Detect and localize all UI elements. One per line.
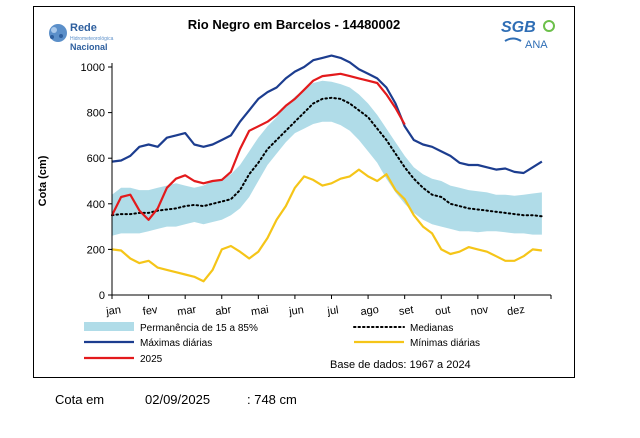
logo-ana-text: ANA: [525, 39, 548, 51]
x-tick-label: out: [434, 304, 451, 318]
wave-icon: [504, 37, 522, 42]
chart-canvas: Rio Negro em Barcelos - 14480002 Cota (cm…: [37, 17, 552, 371]
x-tick-label: set: [398, 304, 414, 318]
series-line-2025: [111, 72, 406, 221]
x-tick-label: mai: [250, 304, 269, 318]
chart-frame: Rede Hidrometeorológica Nacional SGB ANA…: [33, 6, 575, 378]
series-line-maximas: [111, 54, 543, 175]
x-tick-label: nov: [470, 304, 490, 318]
logo-rede-sub: Hidrometeorológica: [70, 36, 114, 42]
legend-label-medianas: Medianas: [410, 323, 453, 334]
footer-date: 02/09/2025: [145, 392, 211, 407]
y-tick-label: 200: [87, 244, 105, 256]
logo-rede-sub2: Nacional: [70, 42, 108, 52]
x-tick-label: abr: [215, 304, 233, 318]
rede-hidrometeorologica-logo: Rede Hidrometeorológica Nacional: [49, 22, 114, 52]
x-tick-label: fev: [142, 304, 159, 318]
legend-swatch-permanencia: [84, 322, 134, 331]
footer-value: : 748 cm: [247, 392, 297, 407]
y-tick-label: 800: [87, 108, 105, 120]
sgb-ana-logo: SGB ANA: [501, 19, 555, 51]
legend-label-2025: 2025: [140, 354, 163, 365]
y-tick-label: 1000: [81, 62, 105, 74]
water-drop-icon: [49, 24, 67, 42]
y-tick-label: 0: [99, 290, 105, 302]
series-band-permanencia: [112, 80, 542, 236]
x-tick-label: dez: [506, 304, 525, 318]
series-line-minimas: [111, 168, 543, 283]
footer-label: Cota em: [55, 392, 105, 407]
x-tick-label: jul: [326, 304, 340, 318]
legend-label-permanencia: Permanência de 15 a 85%: [140, 323, 258, 334]
legend-label-maximas: Máximas diárias: [140, 338, 212, 349]
y-tick-label: 600: [87, 153, 105, 165]
x-tick-label: mar: [177, 304, 198, 319]
x-tick-label: jan: [104, 304, 121, 318]
x-tick-label: jun: [287, 304, 304, 318]
legend-label-minimas: Mínimas diárias: [410, 338, 480, 349]
y-axis-label: Cota (cm): [37, 155, 49, 206]
globe-icon: [543, 20, 555, 32]
chart-title: Rio Negro em Barcelos - 14480002: [188, 17, 400, 32]
base-note: Base de dados: 1967 a 2024: [330, 359, 471, 371]
logo-sgb-text: SGB: [501, 19, 536, 36]
y-tick-label: 400: [87, 199, 105, 211]
x-tick-label: ago: [360, 304, 380, 318]
series-line-medianas: [111, 96, 543, 218]
logo-rede-name: Rede: [70, 22, 97, 34]
